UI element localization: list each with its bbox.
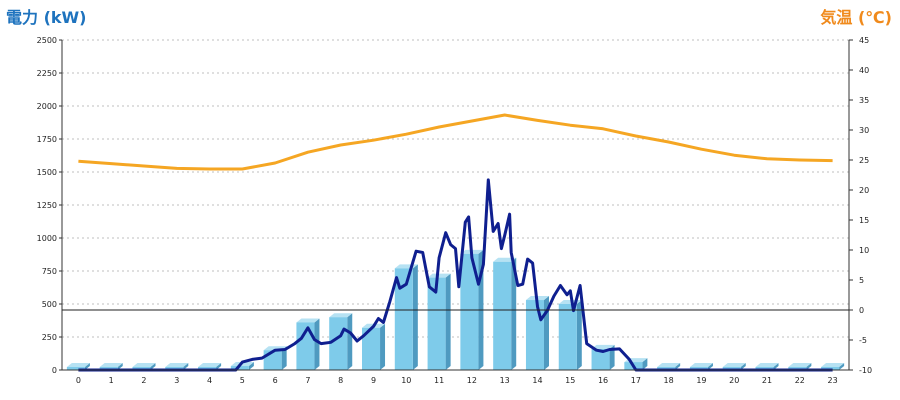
right-tick-label: 10 [859,246,869,255]
x-tick-label: 11 [434,376,444,385]
x-tick-label: 19 [696,376,706,385]
right-tick-label: 5 [859,276,864,285]
left-tick-label: 0 [52,366,57,375]
x-tick-label: 2 [141,376,146,385]
grid-lines [62,39,849,338]
left-axis-ticks: 0 250 500 750 1000 1250 1500 1750 2000 2250 2500 [37,36,62,375]
left-tick-label: 250 [42,333,57,342]
x-tick-label: 7 [305,376,310,385]
left-tick-label: 2250 [37,69,57,78]
x-tick-label: 5 [240,376,245,385]
axes [61,40,850,371]
right-tick-label: -10 [859,366,872,375]
left-tick-label: 1750 [37,135,57,144]
power-bar [296,318,320,370]
left-tick-label: 1500 [37,168,57,177]
x-tick-label: 3 [174,376,179,385]
x-tick-label: 14 [532,376,542,385]
x-tick-label: 6 [273,376,278,385]
left-axis-unit-label: 電力 (kW) [6,8,87,27]
right-tick-label: 15 [859,216,869,225]
left-tick-label: 750 [42,267,57,276]
power-bar [558,300,582,370]
x-tick-label: 8 [338,376,343,385]
x-tick-label: 15 [565,376,575,385]
power-bar [493,257,517,370]
right-tick-label: -5 [859,336,867,345]
left-tick-label: 2000 [37,102,57,111]
power-bar [362,323,386,370]
right-axis-unit-label: 気温 (℃) [820,8,892,27]
left-tick-label: 2500 [37,36,57,45]
x-tick-label: 13 [500,376,510,385]
power-bar [591,344,615,370]
right-tick-label: 45 [859,36,869,45]
x-tick-label: 0 [76,376,81,385]
x-tick-label: 20 [729,376,739,385]
x-axis-ticks: 0 1 2 3 4 5 6 7 8 9 10 11 12 13 14 15 16 17 18 19 20 21 22 23 [76,376,838,385]
x-tick-label: 23 [828,376,838,385]
right-tick-label: 35 [859,96,869,105]
temperature-line [78,113,833,171]
left-tick-label: 1000 [37,234,57,243]
right-tick-label: 40 [859,66,869,75]
right-tick-label: 25 [859,156,869,165]
left-tick-label: 1250 [37,201,57,210]
power-bar [427,273,451,370]
x-tick-label: 9 [371,376,376,385]
x-tick-label: 17 [631,376,641,385]
x-tick-label: 4 [207,376,212,385]
x-tick-label: 16 [598,376,608,385]
x-tick-label: 1 [109,376,114,385]
x-tick-label: 22 [795,376,805,385]
right-axis-ticks: -10 -5 0 5 10 15 20 25 30 35 40 45 [849,36,872,375]
series-lines [78,113,833,372]
right-tick-label: 30 [859,126,869,135]
left-tick-label: 500 [42,300,57,309]
power-bar [66,363,90,370]
right-tick-label: 0 [859,306,864,315]
power-bar [263,346,287,370]
x-tick-label: 10 [401,376,411,385]
x-tick-label: 18 [664,376,674,385]
x-tick-label: 12 [467,376,477,385]
power-line [78,178,833,372]
x-tick-label: 21 [762,376,772,385]
right-tick-label: 20 [859,186,869,195]
